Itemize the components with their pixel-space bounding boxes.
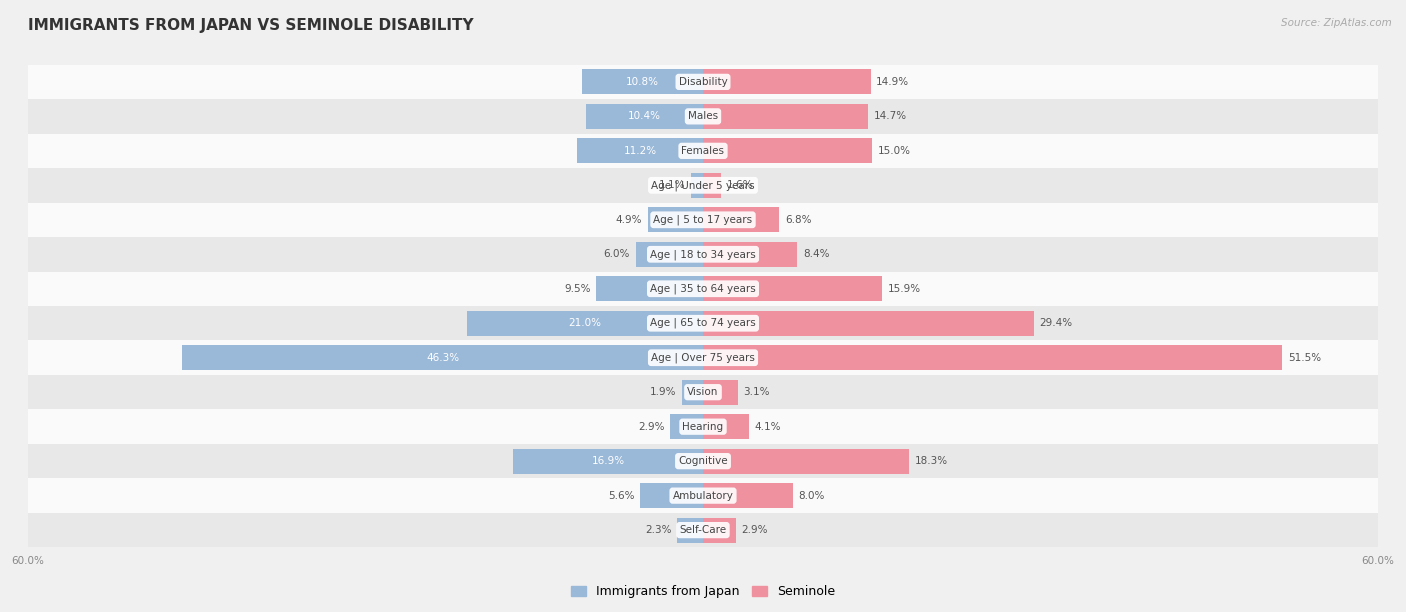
Bar: [28, 513, 1378, 547]
Text: 51.5%: 51.5%: [1288, 353, 1322, 363]
Text: 6.0%: 6.0%: [603, 249, 630, 259]
Text: 8.0%: 8.0%: [799, 491, 825, 501]
Text: 10.8%: 10.8%: [626, 77, 659, 87]
Bar: [690, 173, 703, 198]
Bar: [703, 518, 735, 542]
Bar: [636, 242, 703, 267]
Text: Vision: Vision: [688, 387, 718, 397]
Text: Males: Males: [688, 111, 718, 121]
Bar: [28, 99, 1378, 133]
Bar: [682, 380, 703, 405]
Bar: [513, 449, 703, 474]
Bar: [703, 380, 738, 405]
Bar: [28, 168, 1378, 203]
Bar: [582, 70, 703, 94]
Text: 29.4%: 29.4%: [1039, 318, 1073, 328]
Bar: [648, 207, 703, 232]
Text: Self-Care: Self-Care: [679, 525, 727, 535]
Bar: [703, 242, 797, 267]
Text: 1.1%: 1.1%: [658, 181, 685, 190]
Text: 4.1%: 4.1%: [755, 422, 782, 431]
Bar: [703, 345, 1282, 370]
Text: 2.9%: 2.9%: [638, 422, 665, 431]
Bar: [586, 104, 703, 129]
Text: 15.9%: 15.9%: [887, 284, 921, 294]
Bar: [28, 340, 1378, 375]
Bar: [28, 272, 1378, 306]
Text: Age | 65 to 74 years: Age | 65 to 74 years: [650, 318, 756, 329]
Bar: [596, 277, 703, 301]
Bar: [28, 479, 1378, 513]
Text: 11.2%: 11.2%: [623, 146, 657, 156]
Text: 46.3%: 46.3%: [426, 353, 460, 363]
Bar: [467, 311, 703, 335]
Text: 8.4%: 8.4%: [803, 249, 830, 259]
Bar: [703, 449, 908, 474]
Bar: [703, 414, 749, 439]
Bar: [703, 104, 869, 129]
Text: 3.1%: 3.1%: [744, 387, 770, 397]
Text: 1.6%: 1.6%: [727, 181, 754, 190]
Bar: [703, 138, 872, 163]
Text: 9.5%: 9.5%: [564, 284, 591, 294]
Bar: [28, 237, 1378, 272]
Text: Cognitive: Cognitive: [678, 456, 728, 466]
Bar: [28, 444, 1378, 479]
Text: 16.9%: 16.9%: [592, 456, 624, 466]
Text: Females: Females: [682, 146, 724, 156]
Bar: [703, 277, 882, 301]
Bar: [703, 70, 870, 94]
Bar: [671, 414, 703, 439]
Text: Age | 18 to 34 years: Age | 18 to 34 years: [650, 249, 756, 259]
Text: Age | Over 75 years: Age | Over 75 years: [651, 353, 755, 363]
Bar: [28, 306, 1378, 340]
Bar: [28, 65, 1378, 99]
Bar: [28, 375, 1378, 409]
Bar: [640, 483, 703, 508]
Bar: [703, 173, 721, 198]
Bar: [678, 518, 703, 542]
Text: 6.8%: 6.8%: [785, 215, 811, 225]
Text: 2.3%: 2.3%: [645, 525, 672, 535]
Text: Disability: Disability: [679, 77, 727, 87]
Text: 2.9%: 2.9%: [741, 525, 768, 535]
Text: 4.9%: 4.9%: [616, 215, 643, 225]
Text: Ambulatory: Ambulatory: [672, 491, 734, 501]
Legend: Immigrants from Japan, Seminole: Immigrants from Japan, Seminole: [567, 580, 839, 603]
Bar: [703, 483, 793, 508]
Text: Age | 5 to 17 years: Age | 5 to 17 years: [654, 215, 752, 225]
Text: 14.7%: 14.7%: [875, 111, 907, 121]
Bar: [576, 138, 703, 163]
Text: 15.0%: 15.0%: [877, 146, 910, 156]
Text: 1.9%: 1.9%: [650, 387, 676, 397]
Text: 21.0%: 21.0%: [568, 318, 602, 328]
Text: 14.9%: 14.9%: [876, 77, 910, 87]
Bar: [28, 409, 1378, 444]
Text: 10.4%: 10.4%: [628, 111, 661, 121]
Bar: [703, 311, 1033, 335]
Text: Source: ZipAtlas.com: Source: ZipAtlas.com: [1281, 18, 1392, 28]
Bar: [183, 345, 703, 370]
Text: 5.6%: 5.6%: [607, 491, 634, 501]
Bar: [28, 203, 1378, 237]
Text: IMMIGRANTS FROM JAPAN VS SEMINOLE DISABILITY: IMMIGRANTS FROM JAPAN VS SEMINOLE DISABI…: [28, 18, 474, 34]
Bar: [28, 133, 1378, 168]
Text: Age | Under 5 years: Age | Under 5 years: [651, 180, 755, 190]
Bar: [703, 207, 779, 232]
Text: Age | 35 to 64 years: Age | 35 to 64 years: [650, 283, 756, 294]
Text: 18.3%: 18.3%: [914, 456, 948, 466]
Text: Hearing: Hearing: [682, 422, 724, 431]
